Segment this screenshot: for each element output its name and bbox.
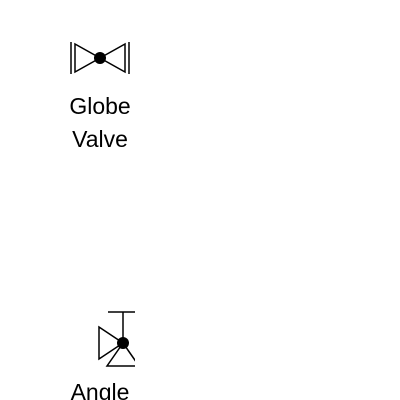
shape-label-angle-valve: Angle (70, 379, 130, 400)
shape-item-angle-valve[interactable]: Angle (40, 308, 160, 400)
shape-label-globe-valve: Globe Valve (69, 93, 131, 152)
globe-valve-icon (70, 42, 130, 74)
shape-item-globe-valve[interactable]: Globe Valve (40, 36, 160, 156)
angle-valve-icon (98, 311, 135, 367)
